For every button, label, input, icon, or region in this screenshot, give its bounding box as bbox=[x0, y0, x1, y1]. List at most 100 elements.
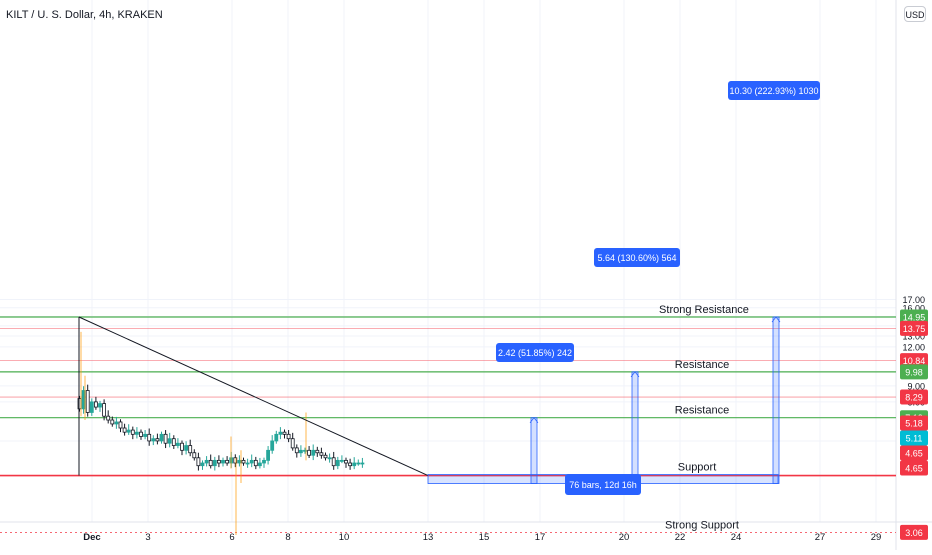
time-tick-label: 29 bbox=[871, 532, 882, 543]
candle-body bbox=[114, 421, 119, 425]
level-label: Strong Support bbox=[665, 519, 739, 531]
measure-label-box bbox=[728, 81, 820, 100]
candle-body bbox=[241, 459, 246, 464]
currency-button[interactable]: USD bbox=[904, 6, 926, 22]
candle-body bbox=[139, 431, 143, 437]
candle-body bbox=[278, 431, 283, 435]
candle-body bbox=[151, 438, 156, 442]
price-tag bbox=[900, 430, 928, 446]
candle-body bbox=[126, 429, 131, 433]
descending-trendline bbox=[78, 316, 429, 477]
candle-body bbox=[102, 403, 106, 417]
candle-body bbox=[147, 433, 152, 442]
candle-body bbox=[208, 459, 213, 467]
candle-body bbox=[282, 431, 287, 435]
candle-body bbox=[134, 431, 139, 435]
price-tag-label: 5.11 bbox=[906, 434, 923, 444]
time-tick-label: 20 bbox=[619, 532, 630, 543]
candle-body bbox=[290, 438, 295, 449]
price-tag-label: 9.98 bbox=[905, 367, 923, 377]
time-tick-label: 13 bbox=[423, 532, 434, 543]
price-tag-label: 13.75 bbox=[903, 324, 926, 334]
price-tag bbox=[900, 415, 928, 431]
level-label: Support bbox=[678, 462, 717, 474]
candle-body bbox=[352, 462, 357, 467]
level-label: Strong Resistance bbox=[659, 304, 749, 316]
price-tick-label: 13.00 bbox=[902, 331, 925, 341]
price-tag-label: 5.18 bbox=[905, 419, 923, 429]
time-tick-label: 15 bbox=[479, 532, 490, 543]
time-tick-label: 6 bbox=[229, 532, 234, 543]
candle-body bbox=[344, 459, 348, 464]
price-tag-label: 3.06 bbox=[905, 528, 923, 538]
price-tag bbox=[900, 460, 928, 476]
measure-label-box bbox=[594, 248, 680, 267]
price-axis[interactable]: 6.008.009.0010.0012.0013.0014.0015.0016.… bbox=[900, 295, 928, 540]
candle-body bbox=[270, 440, 275, 451]
candle-body bbox=[212, 459, 217, 467]
time-tick-label: 27 bbox=[815, 532, 826, 543]
candle-body bbox=[253, 459, 258, 467]
candle-body bbox=[307, 449, 312, 456]
candle-body bbox=[233, 457, 238, 464]
range-label-box bbox=[565, 474, 641, 495]
time-tick-label: 22 bbox=[675, 532, 686, 543]
price-tag-label: 4.65 bbox=[905, 464, 923, 474]
candle-body bbox=[85, 390, 90, 413]
candle-body bbox=[204, 459, 209, 464]
candle-body bbox=[311, 449, 316, 456]
price-tag bbox=[900, 524, 928, 540]
measure-label-box bbox=[496, 343, 574, 362]
candle-body bbox=[184, 445, 189, 451]
time-tick-label: 8 bbox=[285, 532, 290, 543]
time-tick-label: 17 bbox=[535, 532, 546, 543]
candle-body bbox=[196, 457, 201, 467]
candle-body bbox=[180, 442, 184, 451]
candle-body bbox=[315, 449, 320, 454]
time-tick-label: 10 bbox=[339, 532, 350, 543]
measure-bar bbox=[631, 371, 639, 484]
candle-body bbox=[339, 459, 344, 462]
time-tick-label: 24 bbox=[731, 532, 742, 543]
candle-body bbox=[163, 433, 168, 444]
measure-bar bbox=[530, 417, 538, 484]
price-tick-label: 9.00 bbox=[907, 381, 925, 391]
candle-body bbox=[106, 415, 111, 421]
measure-label: 2.42 (51.85%) 242 bbox=[498, 348, 572, 358]
level-label: Resistance bbox=[675, 405, 729, 417]
candle-body bbox=[237, 459, 242, 464]
price-tag-label: 14.95 bbox=[903, 313, 926, 323]
price-tag-label: 8.29 bbox=[905, 393, 923, 403]
candle-body bbox=[171, 438, 176, 446]
drawings-layer: 2.42 (51.85%) 242 5.64 (130.60%) 564 10.30… bbox=[78, 81, 820, 495]
candle-body bbox=[143, 433, 148, 437]
candle-body bbox=[225, 459, 230, 464]
candle-body bbox=[319, 452, 324, 456]
candle-body bbox=[335, 459, 340, 467]
candle-body bbox=[175, 442, 180, 446]
candle-body bbox=[249, 459, 254, 464]
price-tick-label: 12.00 bbox=[902, 342, 925, 352]
price-tag bbox=[900, 309, 928, 325]
candle-body bbox=[155, 438, 160, 442]
range-label: 76 bars, 12d 16h bbox=[569, 480, 637, 490]
candle-body bbox=[262, 459, 266, 464]
candle-body bbox=[360, 462, 365, 465]
candle-body bbox=[257, 462, 262, 467]
candle-body bbox=[98, 403, 102, 408]
candle-body bbox=[94, 401, 98, 408]
chart-title: KILT / U. S. Dollar, 4h, KRAKEN bbox=[6, 9, 163, 21]
candle-body bbox=[188, 445, 193, 454]
time-axis[interactable]: Dec 3 6 8 10 13 15 17 20 22 24 27 29 bbox=[83, 532, 881, 543]
candle-body bbox=[356, 462, 361, 465]
candle-body bbox=[167, 438, 172, 444]
level-label: Resistance bbox=[675, 359, 729, 371]
measure-label: 10.30 (222.93%) 1030 bbox=[729, 86, 818, 96]
time-tick-label: 3 bbox=[145, 532, 150, 543]
measure-arrow bbox=[630, 371, 640, 378]
candle-body bbox=[298, 449, 303, 454]
candle-body bbox=[294, 447, 299, 454]
price-tag bbox=[900, 320, 928, 336]
